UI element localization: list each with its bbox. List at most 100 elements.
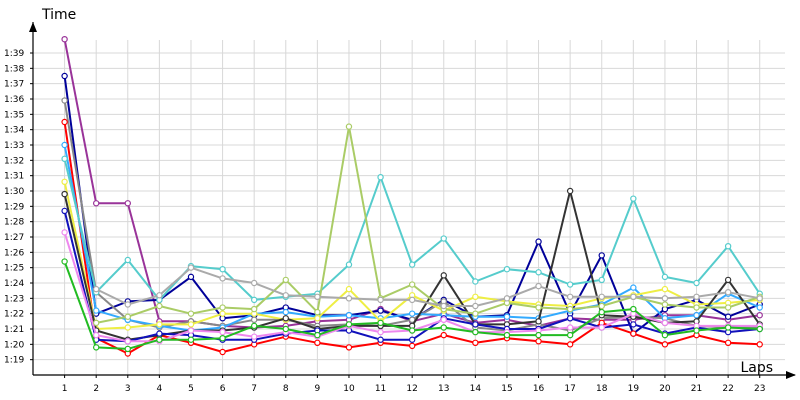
y-tick-label: 1:29 bbox=[4, 202, 24, 212]
data-point bbox=[440, 272, 447, 279]
data-point bbox=[756, 325, 763, 333]
x-tick-label: 14 bbox=[470, 384, 482, 394]
data-point bbox=[408, 296, 416, 304]
y-tick-label: 1:37 bbox=[4, 80, 24, 90]
data-point bbox=[440, 302, 447, 310]
data-point bbox=[219, 335, 226, 342]
data-point bbox=[566, 187, 574, 195]
data-point bbox=[566, 293, 574, 300]
data-point bbox=[124, 324, 131, 331]
y-tick-label: 1:23 bbox=[4, 294, 24, 304]
data-point bbox=[61, 72, 68, 80]
data-point bbox=[661, 331, 669, 339]
data-point bbox=[187, 336, 195, 343]
data-point bbox=[408, 327, 416, 334]
data-point bbox=[598, 302, 605, 310]
x-tick-label: 5 bbox=[188, 384, 194, 394]
data-point bbox=[440, 235, 447, 242]
data-point bbox=[92, 319, 100, 327]
data-point bbox=[156, 292, 163, 299]
data-point bbox=[630, 321, 637, 328]
data-point bbox=[250, 333, 258, 340]
data-point bbox=[345, 261, 353, 268]
data-point bbox=[92, 331, 100, 339]
data-point bbox=[756, 341, 763, 348]
data-point bbox=[535, 238, 542, 245]
data-point bbox=[724, 339, 732, 346]
x-tick-label: 1 bbox=[62, 384, 68, 394]
data-point bbox=[661, 273, 669, 281]
data-point bbox=[250, 279, 258, 287]
data-point bbox=[314, 293, 321, 300]
data-point bbox=[566, 315, 574, 322]
data-point bbox=[566, 281, 574, 288]
y-tick-label: 1:30 bbox=[4, 187, 24, 197]
y-tick-label: 1:39 bbox=[4, 49, 24, 59]
x-tick-label: 8 bbox=[283, 384, 289, 394]
data-point bbox=[61, 155, 68, 162]
data-point bbox=[535, 331, 542, 339]
data-point bbox=[535, 282, 542, 290]
y-tick-label: 1:19 bbox=[4, 356, 24, 366]
data-point bbox=[92, 200, 100, 207]
data-point bbox=[61, 229, 68, 236]
data-point bbox=[219, 348, 226, 356]
data-point bbox=[219, 310, 226, 317]
data-point bbox=[377, 296, 384, 304]
data-point bbox=[61, 36, 68, 43]
data-point bbox=[124, 338, 131, 345]
data-point bbox=[124, 301, 131, 308]
data-point bbox=[598, 293, 605, 300]
x-tick-label: 2 bbox=[93, 384, 99, 394]
data-point bbox=[187, 327, 195, 334]
data-point bbox=[187, 310, 195, 317]
series-line bbox=[95, 266, 760, 307]
data-point bbox=[187, 264, 195, 271]
data-point bbox=[61, 97, 68, 104]
data-point bbox=[472, 321, 479, 328]
data-point bbox=[408, 310, 416, 317]
data-point bbox=[61, 207, 68, 215]
data-point bbox=[408, 281, 416, 288]
data-point bbox=[156, 302, 163, 310]
data-point bbox=[282, 308, 289, 316]
data-point bbox=[661, 301, 669, 308]
data-point bbox=[598, 308, 605, 316]
data-point bbox=[219, 275, 226, 282]
x-tick-label: 15 bbox=[501, 384, 512, 394]
x-tick-label: 20 bbox=[659, 384, 671, 394]
data-point bbox=[124, 200, 131, 207]
data-point bbox=[598, 276, 605, 284]
data-point bbox=[156, 321, 163, 328]
y-tick-label: 1:28 bbox=[4, 218, 24, 228]
data-point bbox=[630, 284, 637, 291]
x-axis-title: Laps bbox=[740, 360, 773, 376]
data-point bbox=[92, 344, 100, 351]
data-point bbox=[314, 308, 321, 316]
axes bbox=[29, 22, 796, 379]
data-point bbox=[756, 304, 763, 311]
data-point bbox=[408, 261, 416, 268]
y-tick-label: 1:20 bbox=[4, 340, 24, 350]
data-point bbox=[693, 304, 700, 311]
x-tick-label: 18 bbox=[596, 384, 608, 394]
data-point bbox=[345, 123, 353, 130]
y-tick-label: 1:31 bbox=[4, 172, 24, 182]
data-point bbox=[408, 316, 416, 323]
data-point bbox=[566, 324, 574, 331]
data-point bbox=[724, 289, 732, 296]
data-point bbox=[472, 328, 479, 336]
series-13 bbox=[92, 264, 763, 310]
x-tick-labels: 1 2 3 4 5 6 7 8 9 10 11 12 13 14 15 16 17 18 19 20 21 22 23 bbox=[62, 384, 766, 394]
data-point bbox=[630, 293, 637, 300]
data-point bbox=[250, 305, 258, 313]
data-point bbox=[566, 305, 574, 313]
data-point bbox=[377, 307, 384, 314]
y-tick-label: 1:34 bbox=[4, 126, 24, 136]
data-point bbox=[124, 256, 131, 264]
data-point bbox=[693, 293, 700, 300]
data-point bbox=[724, 313, 732, 320]
y-tick-label: 1:22 bbox=[4, 310, 24, 320]
data-point bbox=[314, 315, 321, 322]
data-point bbox=[693, 279, 700, 287]
